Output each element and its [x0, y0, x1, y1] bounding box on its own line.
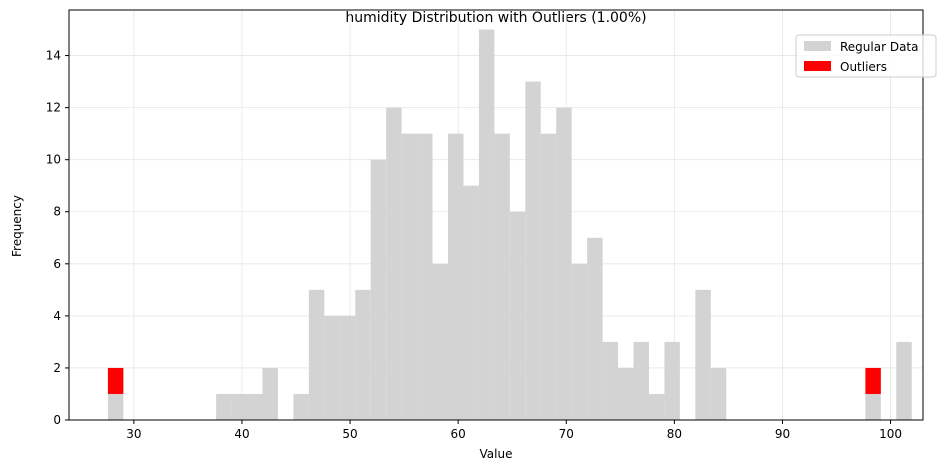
- bar-regular: [571, 263, 588, 420]
- bar-regular: [386, 107, 402, 420]
- plot-frame: [68, 9, 924, 421]
- bar-regular: [370, 159, 387, 420]
- bar-regular: [648, 393, 665, 420]
- bar-regular: [417, 133, 433, 420]
- x-tick-label: 90: [775, 427, 790, 441]
- legend-swatch-regular: [804, 41, 831, 51]
- x-tick-label: 60: [451, 427, 466, 441]
- y-tick-label: 0: [53, 413, 61, 427]
- bar-regular: [525, 81, 541, 420]
- y-tick-label: 14: [46, 49, 61, 63]
- bar-regular: [509, 211, 526, 420]
- bar-regular: [664, 341, 680, 420]
- y-tick-label: 4: [53, 309, 61, 323]
- bar-outlier: [107, 367, 124, 394]
- bars-group: [107, 29, 912, 421]
- y-tick-label: 6: [53, 257, 61, 271]
- bar-regular: [107, 393, 124, 420]
- bar-regular: [308, 289, 325, 420]
- bar-regular: [602, 341, 619, 420]
- bar-regular: [896, 341, 912, 420]
- bar-outlier: [865, 367, 881, 394]
- bar-regular: [695, 289, 711, 420]
- x-tick-label: 80: [667, 427, 682, 441]
- y-axis-ticks: 0 2 4 6 8 10 12 14: [46, 49, 69, 427]
- bar-regular: [865, 393, 881, 420]
- bar-regular: [216, 393, 232, 420]
- chart-title: humidity Distribution with Outliers (1.0…: [345, 10, 646, 26]
- bar-regular: [339, 315, 356, 420]
- bar-regular: [432, 263, 449, 420]
- x-tick-label: 70: [559, 427, 574, 441]
- y-axis-label: Frequency: [10, 195, 24, 257]
- bar-regular: [355, 289, 371, 420]
- bar-regular: [448, 133, 464, 420]
- y-tick-label: 12: [46, 101, 61, 115]
- y-tick-label: 8: [53, 205, 61, 219]
- x-axis-label: Value: [480, 447, 513, 461]
- bar-regular: [556, 107, 572, 420]
- bar-regular: [401, 133, 418, 420]
- bar-regular: [463, 185, 479, 420]
- bar-regular: [633, 341, 649, 420]
- bar-regular: [324, 315, 340, 420]
- legend-label-outliers: Outliers: [840, 60, 887, 74]
- x-tick-label: 100: [879, 427, 902, 441]
- bar-regular: [540, 133, 557, 420]
- x-tick-label: 30: [126, 427, 141, 441]
- bar-regular: [231, 393, 248, 420]
- bar-regular: [494, 133, 510, 420]
- bar-regular: [262, 367, 278, 420]
- legend-swatch-outliers: [804, 61, 831, 71]
- x-tick-label: 50: [342, 427, 357, 441]
- bar-regular: [618, 367, 634, 420]
- bar-regular: [710, 367, 727, 420]
- bar-regular: [478, 29, 495, 421]
- y-tick-label: 2: [53, 361, 61, 375]
- x-tick-label: 40: [234, 427, 249, 441]
- bar-regular: [247, 393, 263, 420]
- x-axis-ticks: 30 40 50 60 70 80 90 100: [126, 420, 902, 441]
- bar-regular: [587, 237, 603, 420]
- y-tick-label: 10: [46, 153, 61, 167]
- legend: Regular Data Outliers: [795, 34, 937, 78]
- bar-regular: [293, 393, 309, 420]
- legend-label-regular: Regular Data: [840, 40, 919, 54]
